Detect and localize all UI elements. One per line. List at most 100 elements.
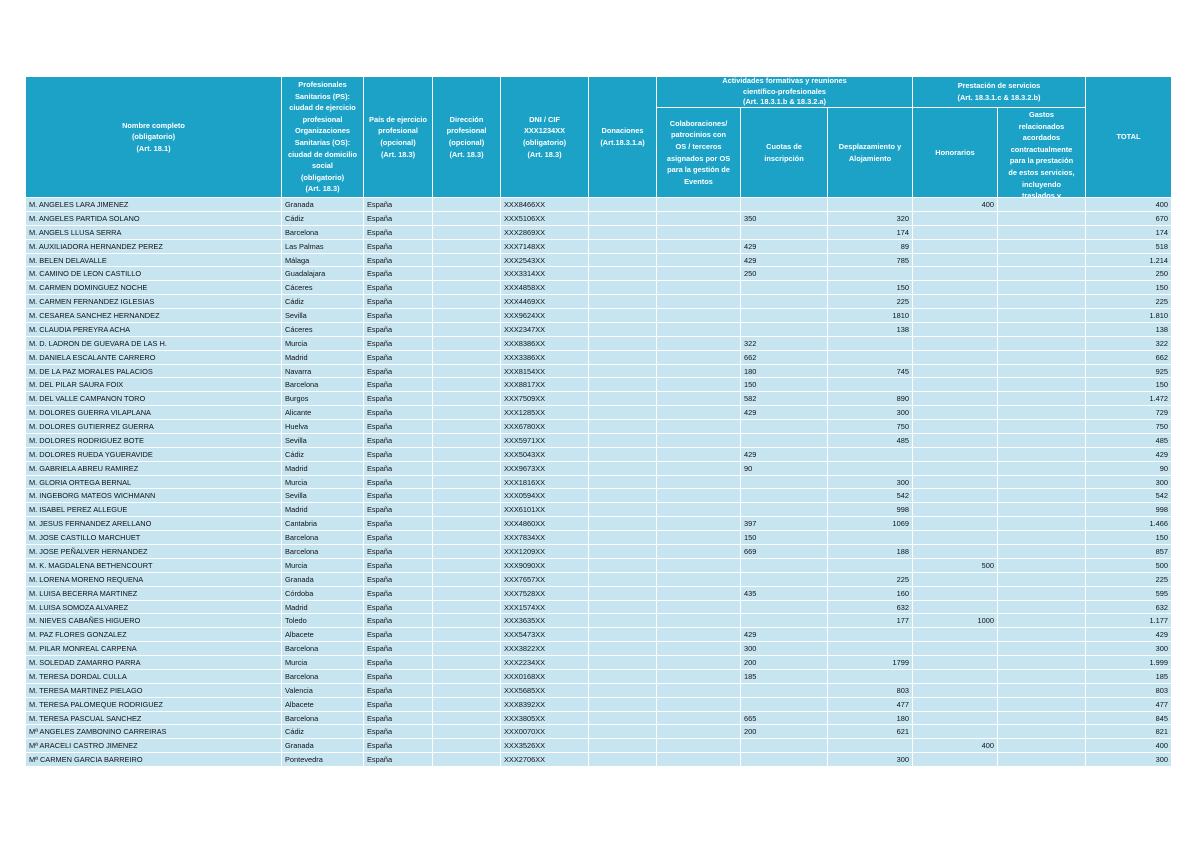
empty-cell [589,336,657,351]
city-cell: Cáceres [282,322,364,337]
empty-cell [998,461,1086,476]
empty-cell [657,503,741,518]
empty-cell [657,711,741,726]
cuotas-cell: 429 [741,628,828,643]
dni-cell: XXX3314XX [501,267,589,282]
dni-cell: XXX3635XX [501,614,589,629]
desplazamiento-cell [828,628,913,643]
desplazamiento-cell [828,669,913,684]
name-cell: M. BELEN DELAVALLE [26,253,282,268]
cuotas-cell [741,433,828,448]
empty-cell [657,336,741,351]
empty-cell [589,253,657,268]
empty-cell [433,420,501,434]
total-cell: 821 [1086,725,1172,740]
country-cell: España [364,517,433,532]
honorarios-cell [913,586,998,601]
city-cell: Alicante [282,406,364,421]
name-cell: M. JESUS FERNANDEZ ARELLANO [26,517,282,532]
cuotas-cell [741,683,828,698]
cuotas-cell [741,572,828,587]
empty-cell [433,364,501,379]
empty-cell [589,309,657,323]
honorarios-cell [913,281,998,296]
total-cell: 300 [1086,642,1172,657]
empty-cell [589,697,657,712]
empty-cell [433,656,501,670]
name-cell: M. TERESA PALOMEQUE RODRIGUEZ [26,697,282,712]
dni-cell: XXX1574XX [501,600,589,615]
city-cell: Valencia [282,683,364,698]
cuotas-cell: 669 [741,545,828,559]
empty-cell [657,461,741,476]
empty-cell [589,503,657,518]
desplazamiento-cell [828,447,913,462]
name-cell: M. CESAREA SANCHEZ HERNANDEZ [26,309,282,323]
honorarios-cell [913,364,998,379]
empty-cell [657,558,741,573]
total-cell: 300 [1086,475,1172,490]
empty-cell [433,461,501,476]
empty-cell [998,295,1086,310]
dni-cell: XXX1816XX [501,475,589,490]
desplazamiento-cell: 632 [828,600,913,615]
empty-cell [433,572,501,587]
desplazamiento-cell: 138 [828,322,913,337]
desplazamiento-cell: 785 [828,253,913,268]
empty-cell [589,211,657,226]
empty-cell [657,253,741,268]
honorarios-cell [913,461,998,476]
name-cell: M. CLAUDIA PEREYRA ACHA [26,322,282,337]
name-cell: M. TERESA PASCUAL SANCHEZ [26,711,282,726]
country-cell: España [364,669,433,684]
country-cell: España [364,364,433,379]
total-cell: 1.472 [1086,392,1172,407]
total-cell: 477 [1086,697,1172,712]
empty-cell [589,642,657,657]
name-cell: M. TERESA MARTINEZ PIELAGO [26,683,282,698]
empty-cell [433,239,501,254]
dni-cell: XXX4860XX [501,517,589,532]
dni-cell: XXX9673XX [501,461,589,476]
empty-cell [998,309,1086,323]
honorarios-cell [913,753,998,768]
honorarios-cell [913,503,998,518]
total-cell: 150 [1086,531,1172,545]
dni-cell: XXX7657XX [501,572,589,587]
group-header: Actividades formativas y reuniones cient… [657,77,913,108]
column-header: Cuotas de inscripción [741,108,828,198]
city-cell: Cádiz [282,211,364,226]
desplazamiento-cell [828,350,913,365]
empty-cell [589,198,657,212]
empty-cell [998,531,1086,545]
empty-cell [433,669,501,684]
total-cell: 485 [1086,433,1172,448]
desplazamiento-cell: 160 [828,586,913,601]
empty-cell [998,225,1086,240]
honorarios-cell [913,392,998,407]
honorarios-cell [913,628,998,643]
name-cell: M. INGEBORG MATEOS WICHMANN [26,489,282,504]
name-cell: M. CARMEN FERNANDEZ IGLESIAS [26,295,282,310]
country-cell: España [364,739,433,754]
total-cell: 1.177 [1086,614,1172,629]
honorarios-cell [913,683,998,698]
empty-cell [433,281,501,296]
empty-cell [433,586,501,601]
cuotas-cell: 435 [741,586,828,601]
city-cell: Barcelona [282,378,364,393]
name-cell: M. DEL PILAR SAURA FOIX [26,378,282,393]
name-cell: Mª CARMEN GARCIA BARREIRO [26,753,282,768]
cuotas-cell: 180 [741,364,828,379]
empty-cell [998,322,1086,337]
empty-cell [657,656,741,670]
dni-cell: XXX4469XX [501,295,589,310]
empty-cell [589,586,657,601]
empty-cell [998,739,1086,754]
empty-cell [589,753,657,768]
empty-cell [657,614,741,629]
empty-cell [589,489,657,504]
honorarios-cell [913,267,998,282]
country-cell: España [364,309,433,323]
